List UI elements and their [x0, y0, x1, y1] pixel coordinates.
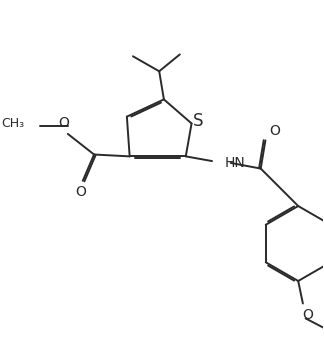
- Text: CH₃: CH₃: [2, 117, 25, 130]
- Text: O: O: [59, 116, 70, 130]
- Text: O: O: [269, 124, 280, 138]
- Text: O: O: [302, 308, 313, 322]
- Text: O: O: [75, 185, 87, 199]
- Text: S: S: [193, 111, 203, 130]
- Text: HN: HN: [225, 156, 246, 170]
